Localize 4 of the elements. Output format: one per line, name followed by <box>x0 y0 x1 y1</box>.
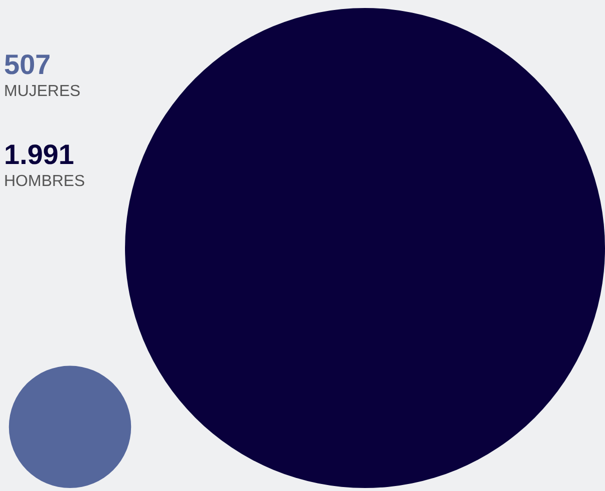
data-label: 1.991 <box>4 138 76 172</box>
category-label: MUJERES <box>4 82 80 102</box>
data-label: 507 <box>4 48 52 82</box>
category-label: HOMBRES <box>4 172 85 192</box>
